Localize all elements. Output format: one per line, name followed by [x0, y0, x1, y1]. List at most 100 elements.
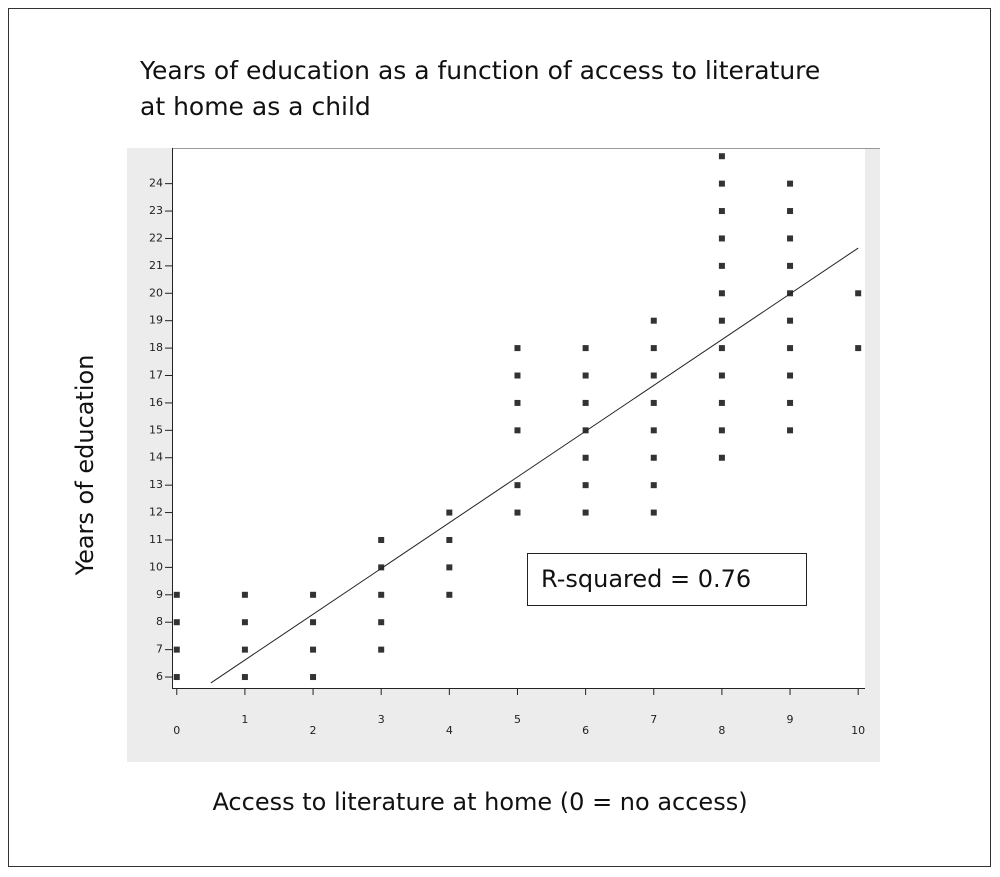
chart-title: at home as a child [140, 92, 371, 121]
point [241, 646, 248, 653]
point [514, 427, 521, 434]
point [514, 482, 521, 489]
point [310, 674, 317, 681]
point [310, 646, 317, 653]
y-axis-label: Years of education [71, 355, 99, 577]
point [582, 509, 589, 516]
point [650, 317, 657, 324]
point [582, 427, 589, 434]
point [718, 345, 725, 352]
point [650, 372, 657, 379]
y-tick-label: 14 [149, 451, 163, 464]
x-tick-label: 7 [650, 713, 657, 726]
point [650, 509, 657, 516]
plot-area [172, 148, 865, 688]
point [650, 399, 657, 406]
point [514, 345, 521, 352]
y-tick-label: 17 [149, 369, 163, 382]
y-tick-label: 21 [149, 259, 163, 272]
point [310, 591, 317, 598]
point [310, 619, 317, 626]
point [241, 619, 248, 626]
point [718, 235, 725, 242]
y-tick-label: 15 [149, 423, 163, 436]
point [718, 427, 725, 434]
point [514, 399, 521, 406]
point [787, 345, 794, 352]
y-tick-label: 19 [149, 314, 163, 327]
x-tick-label: 8 [718, 724, 725, 737]
point [582, 345, 589, 352]
point [378, 591, 385, 598]
y-tick-label: 9 [156, 588, 163, 601]
x-tick-label: 1 [241, 713, 248, 726]
y-tick-label: 24 [149, 177, 163, 190]
point [446, 564, 453, 571]
y-tick-label: 22 [149, 231, 163, 244]
point [787, 262, 794, 269]
y-tick-label: 7 [156, 643, 163, 656]
point [173, 591, 180, 598]
x-tick-label: 5 [514, 713, 521, 726]
point [173, 674, 180, 681]
point [787, 235, 794, 242]
annotation: R-squared = 0.76 [541, 565, 751, 593]
point [855, 345, 862, 352]
x-tick-label: 10 [851, 724, 865, 737]
point [787, 427, 794, 434]
point [718, 180, 725, 187]
point [650, 345, 657, 352]
x-tick-label: 9 [787, 713, 794, 726]
y-tick-label: 6 [156, 670, 163, 683]
y-tick-label: 11 [149, 533, 163, 546]
point [378, 564, 385, 571]
y-tick-label: 13 [149, 478, 163, 491]
point [446, 509, 453, 516]
point [787, 208, 794, 215]
y-tick-label: 16 [149, 396, 163, 409]
point [787, 317, 794, 324]
x-tick-label: 2 [310, 724, 317, 737]
annotation-box [527, 553, 807, 606]
point [582, 482, 589, 489]
point [718, 454, 725, 461]
point [718, 153, 725, 160]
point [173, 619, 180, 626]
point [718, 317, 725, 324]
point [514, 372, 521, 379]
point [241, 591, 248, 598]
point [718, 372, 725, 379]
point [378, 536, 385, 543]
point [718, 262, 725, 269]
point [582, 454, 589, 461]
y-tick-label: 12 [149, 506, 163, 519]
point [718, 399, 725, 406]
x-axis-label: Access to literature at home (0 = no acc… [212, 788, 747, 816]
point [787, 180, 794, 187]
point [378, 619, 385, 626]
y-tick-label: 20 [149, 286, 163, 299]
y-tick-label: 8 [156, 615, 163, 628]
x-tick-label: 6 [582, 724, 589, 737]
x-tick-label: 3 [378, 713, 385, 726]
y-tick-label: 18 [149, 341, 163, 354]
trend-line [210, 247, 859, 684]
y-tick-label: 23 [149, 204, 163, 217]
point [718, 208, 725, 215]
point [446, 536, 453, 543]
point [787, 399, 794, 406]
point [378, 646, 385, 653]
point [582, 372, 589, 379]
point [446, 591, 453, 598]
point [718, 290, 725, 297]
point [787, 372, 794, 379]
chart-title: Years of education as a function of acce… [139, 56, 820, 85]
point [514, 509, 521, 516]
point [582, 399, 589, 406]
y-tick-label: 10 [149, 560, 163, 573]
point [650, 454, 657, 461]
point [241, 674, 248, 681]
x-tick-label: 0 [173, 724, 180, 737]
point [650, 427, 657, 434]
